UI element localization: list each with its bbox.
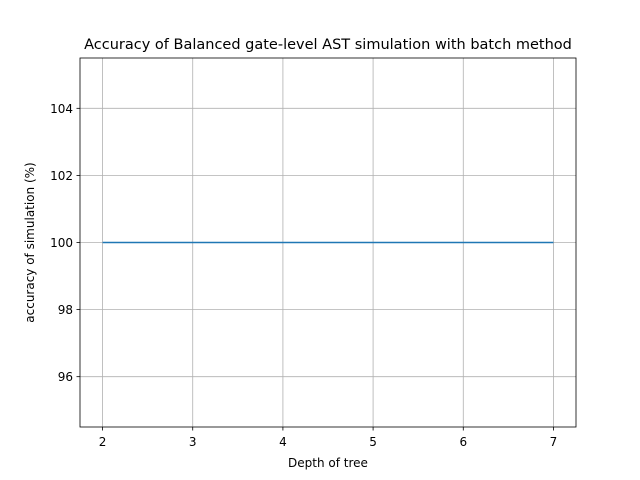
x-tick-label: 4 <box>279 435 287 449</box>
y-axis-title: accuracy of simulation (%) <box>23 162 37 322</box>
y-tick-label: 100 <box>50 236 73 250</box>
x-tick-label: 3 <box>189 435 197 449</box>
y-tick-label: 102 <box>50 169 73 183</box>
x-axis-title: Depth of tree <box>288 456 368 470</box>
y-tick-label: 104 <box>50 102 73 116</box>
x-tick-label: 5 <box>369 435 377 449</box>
chart-title: Accuracy of Balanced gate-level AST simu… <box>84 37 572 53</box>
y-tick-label: 96 <box>58 370 73 384</box>
ticks: 2 3 4 5 6 7 96 98 100 102 104 <box>50 102 557 449</box>
x-tick-label: 6 <box>459 435 467 449</box>
x-tick-label: 2 <box>99 435 107 449</box>
y-tick-label: 98 <box>58 303 73 317</box>
x-tick-label: 7 <box>550 435 558 449</box>
